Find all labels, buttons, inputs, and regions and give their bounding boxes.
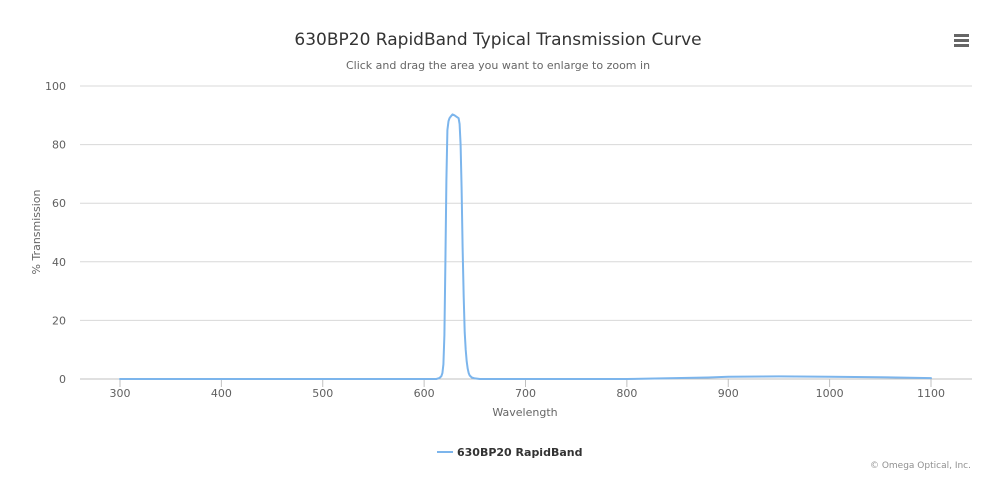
- x-tick-label: 600: [414, 387, 435, 400]
- x-tick-label: 1100: [917, 387, 945, 400]
- y-tick-label: 80: [52, 139, 66, 152]
- chart-title: 630BP20 RapidBand Typical Transmission C…: [294, 30, 701, 50]
- x-axis-title: Wavelength: [492, 406, 557, 419]
- hamburger-menu-button[interactable]: [950, 28, 974, 52]
- y-tick-label: 40: [52, 256, 66, 269]
- series-layer[interactable]: [119, 113, 932, 380]
- x-tick-label: 700: [515, 387, 536, 400]
- x-tick-label: 800: [616, 387, 637, 400]
- y-tick-label: 60: [52, 197, 66, 210]
- hamburger-menu-icon: [954, 34, 969, 47]
- x-axis: 300 400 500 600 700 800 900 1000 1100: [80, 378, 972, 400]
- grid-lines: [80, 85, 972, 321]
- y-tick-label: 0: [59, 373, 66, 386]
- chart-subtitle: Click and drag the area you want to enla…: [346, 59, 650, 72]
- credits[interactable]: © Omega Optical, Inc.: [870, 461, 971, 471]
- x-tick-label: 900: [718, 387, 739, 400]
- x-tick-label: 1000: [816, 387, 844, 400]
- x-tick-label: 300: [110, 387, 131, 400]
- x-tick-label: 400: [211, 387, 232, 400]
- legend-series-label[interactable]: 630BP20 RapidBand: [457, 446, 582, 459]
- legend[interactable]: 630BP20 RapidBand: [437, 446, 582, 459]
- y-axis-title: % Transmission: [30, 189, 43, 274]
- series-line[interactable]: [119, 113, 932, 380]
- y-tick-label: 100: [45, 80, 66, 93]
- y-axis: 0 20 40 60 80 100: [45, 80, 66, 386]
- y-tick-label: 20: [52, 314, 66, 327]
- x-tick-label: 500: [312, 387, 333, 400]
